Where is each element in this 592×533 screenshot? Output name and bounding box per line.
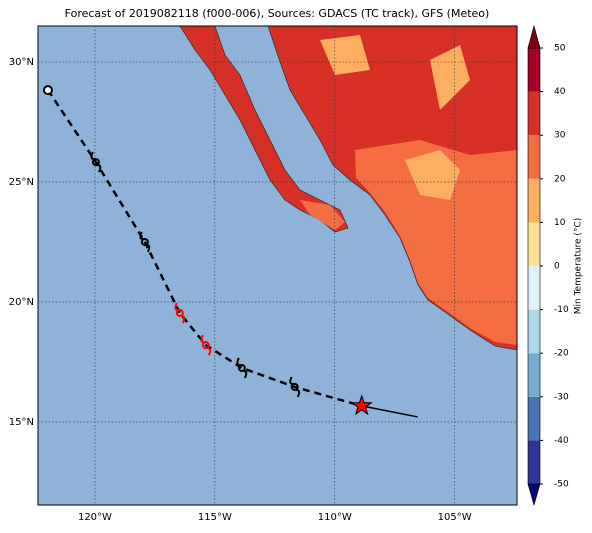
track-point <box>90 151 102 173</box>
colorbar-tick-label: -20 <box>554 349 569 359</box>
x-tick-label: 105°W <box>438 512 472 523</box>
y-tick-label: 20°N <box>9 297 34 308</box>
x-tick-label: 115°W <box>198 512 232 523</box>
track-line <box>46 89 363 408</box>
colorbar-band <box>528 178 540 223</box>
colorbar-tick-label: -50 <box>554 480 569 490</box>
colorbar-tick-label: -40 <box>554 436 569 446</box>
y-tick-label: 15°N <box>9 417 34 428</box>
colorbar-band <box>528 135 540 179</box>
colorbar-band <box>528 266 540 310</box>
colorbar-tick-label: -10 <box>554 305 569 315</box>
track-point <box>174 302 186 324</box>
y-tick-label: 25°N <box>9 177 34 188</box>
y-tick-label: 30°N <box>9 57 34 68</box>
colorbar-label: Min Temperature (°C) <box>574 218 584 315</box>
colorbar-over <box>527 24 541 49</box>
colorbar-tick-label: 30 <box>554 131 566 141</box>
colorbar-band <box>528 222 540 266</box>
colorbar-tick-label: 50 <box>554 44 566 54</box>
colorbar-band <box>528 353 540 397</box>
map-frame <box>37 25 518 506</box>
mainland-warm <box>355 140 517 345</box>
colorbar-under <box>527 483 541 507</box>
track-point <box>350 394 373 416</box>
colorbar-band <box>528 440 540 484</box>
colorbar-tick-label: -30 <box>554 392 569 402</box>
colorbar-tick-label: 10 <box>554 218 566 228</box>
chart-title: Forecast of 2019082118 (f000-006), Sourc… <box>65 7 490 20</box>
colorbar-band <box>528 48 540 92</box>
track-point <box>139 231 151 253</box>
colorbar-band <box>528 396 540 441</box>
baja-peninsula <box>179 26 349 233</box>
x-tick-label: 120°W <box>78 512 112 523</box>
colorbar-tick-label: 40 <box>554 87 566 97</box>
colorbar-band <box>528 91 540 136</box>
colorbar-tick-label: 20 <box>554 174 566 184</box>
colorbar-tick-label: 0 <box>554 262 560 272</box>
track-point <box>289 376 301 398</box>
x-tick-label: 110°W <box>318 512 352 523</box>
track-point <box>42 85 53 96</box>
track-extension <box>361 405 418 418</box>
baja-tip <box>300 200 345 230</box>
track-point <box>200 334 212 356</box>
mainland-patch <box>320 35 470 200</box>
colorbar-band <box>528 309 540 354</box>
track-point <box>236 357 248 379</box>
